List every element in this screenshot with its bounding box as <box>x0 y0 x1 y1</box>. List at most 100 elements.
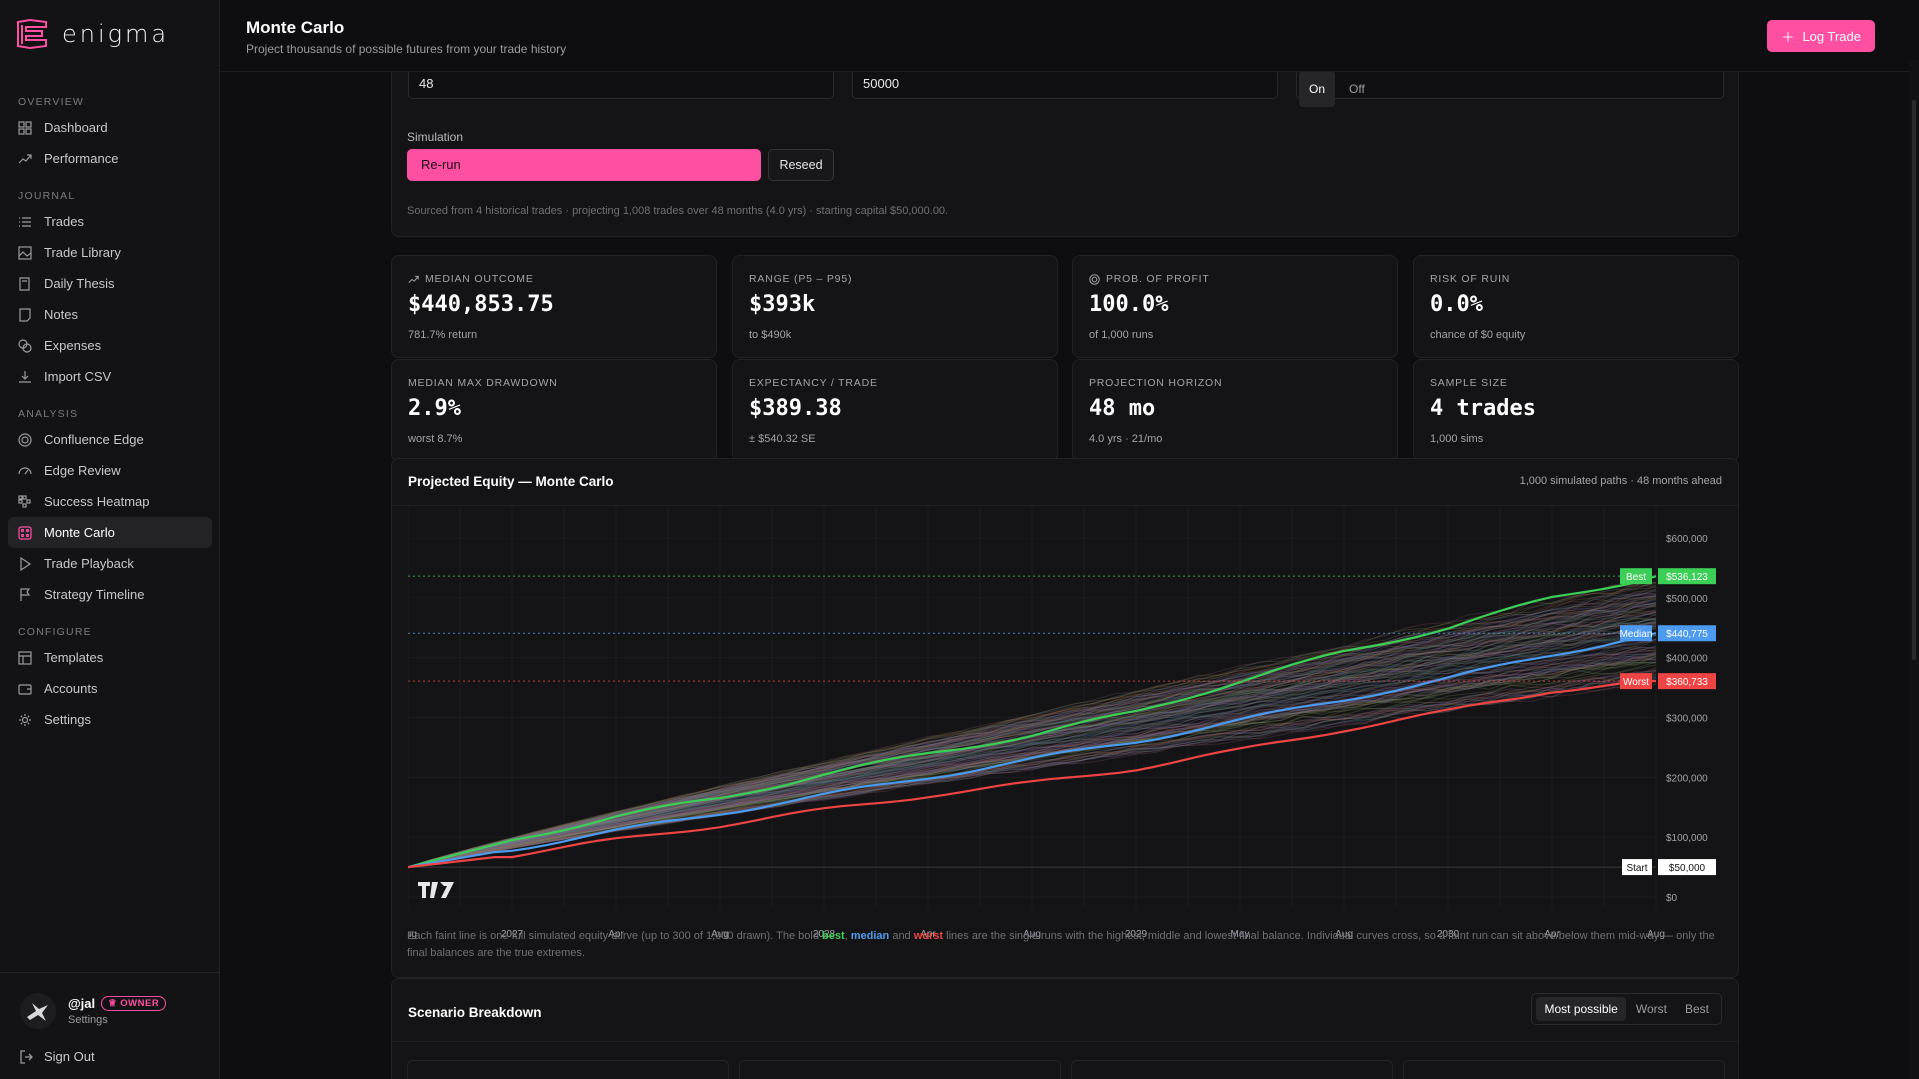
user-settings-link[interactable]: Settings <box>68 1014 108 1026</box>
sidebar-item-daily-thesis[interactable]: Daily Thesis <box>8 268 212 299</box>
scrollbar-thumb[interactable] <box>1912 100 1916 660</box>
y-tick-label: $100,000 <box>1666 833 1708 844</box>
sidebar-item-label: Expenses <box>44 338 102 353</box>
stat-card: EXPECTANCY / TRADE $389.38 ± $540.32 SE <box>732 359 1058 462</box>
tab-most-possible[interactable]: Most possible <box>1536 997 1626 1021</box>
capital-input[interactable]: 50000 <box>852 69 1278 99</box>
stat-sub: chance of $0 equity <box>1430 329 1526 341</box>
sidebar-item-confluence-edge[interactable]: Confluence Edge <box>8 424 212 455</box>
x-tick-label: 2027 <box>501 929 524 940</box>
simulation-label: Simulation <box>407 130 464 144</box>
stat-label-row: PROB. OF PROFIT <box>1089 273 1210 285</box>
ref-value-tag <box>1658 673 1716 690</box>
list-icon <box>18 215 32 229</box>
ref-value-label: $536,123 <box>1666 572 1708 583</box>
tab-best[interactable]: Best <box>1684 1002 1709 1016</box>
sidebar-item-trades[interactable]: Trades <box>8 206 212 237</box>
sidebar-item-templates[interactable]: Templates <box>8 642 212 673</box>
sidebar-item-trade-playback[interactable]: Trade Playback <box>8 548 212 579</box>
simulated-path <box>408 654 1657 868</box>
simulated-path <box>408 628 1657 868</box>
series-median-line <box>408 632 1657 869</box>
sidebar-item-settings[interactable]: Settings <box>8 704 212 735</box>
stat-card: MEDIAN OUTCOME $440,853.75 781.7% return <box>391 255 717 358</box>
simulated-path <box>408 610 1657 868</box>
stat-label: SAMPLE SIZE <box>1430 377 1508 389</box>
sidebar-item-notes[interactable]: Notes <box>8 299 212 330</box>
sidebar-item-performance[interactable]: Performance <box>8 143 212 174</box>
sidebar-item-accounts[interactable]: Accounts <box>8 673 212 704</box>
simulated-path <box>408 573 1657 868</box>
simulated-path <box>408 650 1657 868</box>
ref-value-tag <box>1658 625 1716 642</box>
page-scrollbar[interactable] <box>1909 60 1919 1079</box>
stat-sub: to $490k <box>749 329 792 341</box>
simulated-path <box>408 632 1657 868</box>
chart-note-part: Each faint line is one full simulated eq… <box>407 930 822 942</box>
simulated-path <box>408 646 1657 868</box>
rerun-button[interactable]: Re-run <box>407 149 761 181</box>
sidebar-item-trade-library[interactable]: Trade Library <box>8 237 212 268</box>
sidebar-item-dashboard[interactable]: Dashboard <box>8 112 212 143</box>
play-icon <box>18 556 32 571</box>
stat-label: EXPECTANCY / TRADE <box>749 377 878 389</box>
sidebar-item-monte-carlo[interactable]: Monte Carlo <box>8 517 212 548</box>
simulated-path <box>408 624 1657 868</box>
stat-value: 48 mo <box>1089 396 1156 421</box>
simulated-path <box>408 581 1657 868</box>
stat-label: PROJECTION HORIZON <box>1089 377 1223 389</box>
bird-avatar-icon <box>27 1003 48 1021</box>
reseed-button[interactable]: Reseed <box>768 149 834 181</box>
tradingview-logo-icon <box>418 882 454 898</box>
equity-chart[interactable]: $0 $100,000 $200,000 $300,000 $400,000 $500,0… <box>408 505 1724 941</box>
sidebar-item-label: Import CSV <box>44 369 112 384</box>
sidebar-item-strategy-timeline[interactable]: Strategy Timeline <box>8 579 212 610</box>
sidebar: enigma OVERVIEW Dashboard Performance JOURN… <box>0 0 220 1079</box>
tab-worst[interactable]: Worst <box>1635 1002 1667 1016</box>
toggle-on[interactable]: On <box>1299 71 1336 107</box>
user-profile[interactable]: @jal ♕ OWNER Settings <box>20 993 167 1029</box>
nav-section-title: CONFIGURE <box>18 626 92 638</box>
x-tick-label: 2029 <box>1125 929 1148 940</box>
simulated-path <box>408 656 1657 868</box>
scenario-title: Scenario Breakdown <box>408 1005 542 1020</box>
sidebar-item-edge-review[interactable]: Edge Review <box>8 455 212 486</box>
sign-out-button[interactable]: Sign Out <box>20 1049 95 1064</box>
ref-name-tag <box>1620 625 1652 642</box>
log-trade-label: Log Trade <box>1802 28 1861 44</box>
ref-name-label: Median <box>1620 629 1653 640</box>
stat-label-row: SAMPLE SIZE <box>1430 377 1508 389</box>
sidebar-item-label: Trade Playback <box>44 556 134 571</box>
stat-sub: worst 8.7% <box>408 433 463 445</box>
grid-icon <box>18 120 32 135</box>
stat-sub: 1,000 sims <box>1430 433 1484 445</box>
stat-value: $393k <box>749 292 816 317</box>
simulated-path <box>408 626 1657 868</box>
sidebar-nav: OVERVIEW Dashboard Performance JOURNAL Trade… <box>8 86 212 735</box>
sidebar-item-success-heatmap[interactable]: Success Heatmap <box>8 486 212 517</box>
image-icon <box>18 245 32 260</box>
simulated-path <box>408 596 1657 868</box>
simulated-path <box>408 653 1657 868</box>
chart-note-best: best <box>822 930 845 942</box>
stat-label-row: MEDIAN MAX DRAWDOWN <box>408 377 558 389</box>
chart-note-part: lines are the single runs with the highe… <box>407 930 1715 959</box>
simulated-path <box>408 656 1657 868</box>
on-off-toggle[interactable]: On Off <box>1299 71 1375 107</box>
stat-label-row: RISK OF RUIN <box>1430 273 1510 285</box>
sidebar-item-expenses[interactable]: Expenses <box>8 330 212 361</box>
toggle-off[interactable]: Off <box>1349 82 1365 96</box>
simulated-path <box>408 622 1657 868</box>
log-trade-button[interactable]: ＋ Log Trade <box>1767 20 1875 52</box>
simulated-path <box>408 613 1657 868</box>
simulated-path <box>408 617 1657 868</box>
brand-logo[interactable]: enigma <box>16 18 169 50</box>
sidebar-item-import-csv[interactable]: Import CSV <box>8 361 212 392</box>
y-tick-label: $0 <box>1666 893 1678 904</box>
months-input[interactable]: 48 <box>408 69 834 99</box>
simulated-path <box>408 638 1657 868</box>
stat-card: PROB. OF PROFIT 100.0% of 1,000 runs <box>1072 255 1398 358</box>
stat-sub: 4.0 yrs · 21/mo <box>1089 433 1163 445</box>
sidebar-item-label: Templates <box>44 650 104 665</box>
chart-note-worst: worst <box>913 930 944 942</box>
